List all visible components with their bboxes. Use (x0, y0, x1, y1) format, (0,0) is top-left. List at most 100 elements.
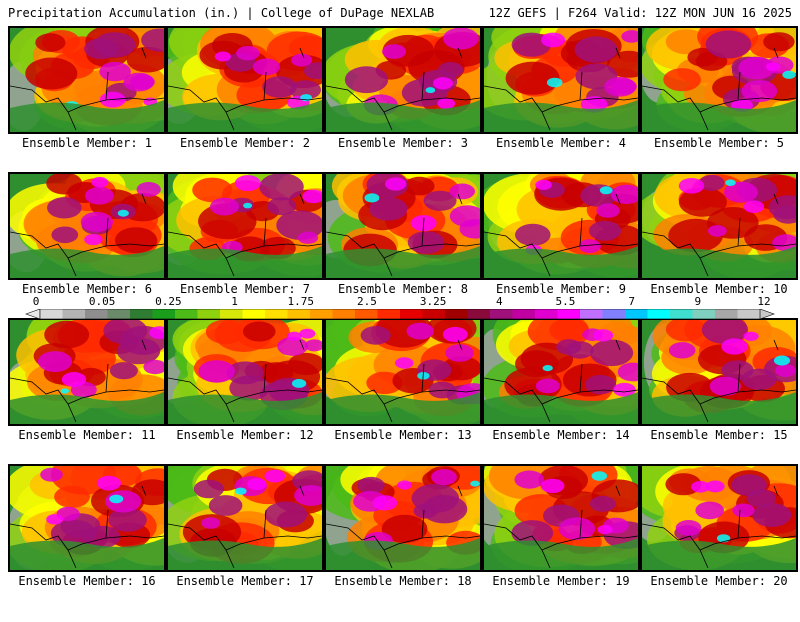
member-label-prefix: Ensemble Member: (492, 428, 616, 442)
ensemble-member-panel: Ensemble Member: 14 (482, 318, 640, 476)
colorbar-swatch (602, 309, 626, 319)
member-number: 6 (144, 282, 153, 296)
precipitation-map-graphic (168, 28, 322, 132)
colorbar-swatch (220, 309, 243, 319)
header-title: Precipitation Accumulation (in.) | Colle… (8, 6, 435, 20)
colorbar-swatch (535, 309, 558, 319)
colorbar-swatch (242, 309, 266, 319)
precipitation-map (482, 318, 640, 426)
precipitation-map-graphic (642, 320, 796, 424)
colorbar-swatch (355, 309, 378, 319)
precipitation-map (324, 26, 482, 134)
ensemble-member-panel: Ensemble Member: 9 (482, 172, 640, 330)
colorbar-swatch (310, 309, 333, 319)
member-label-prefix: Ensemble Member: (653, 136, 777, 150)
ensemble-member-label: Ensemble Member: 12 (166, 428, 324, 442)
precipitation-map-graphic (642, 174, 796, 278)
precipitation-map (8, 26, 166, 134)
member-number: 15 (773, 428, 788, 442)
precipitation-map (482, 464, 640, 572)
ensemble-member-panel: Ensemble Member: 17 (166, 464, 324, 622)
member-number: 11 (141, 428, 156, 442)
ensemble-member-label: Ensemble Member: 8 (324, 282, 482, 296)
colorbar-swatch (332, 309, 356, 319)
ensemble-member-label: Ensemble Member: 17 (166, 574, 324, 588)
precipitation-map (640, 172, 798, 280)
member-number: 14 (615, 428, 630, 442)
member-label-prefix: Ensemble Member: (21, 282, 145, 296)
colorbar-swatch (107, 309, 131, 319)
member-label-prefix: Ensemble Member: (334, 574, 458, 588)
colorbar-swatch (715, 309, 738, 319)
precipitation-map-graphic (10, 466, 164, 570)
precipitation-map-graphic (642, 466, 796, 570)
precipitation-map-graphic (168, 320, 322, 424)
ensemble-member-panel: Ensemble Member: 16 (8, 464, 166, 622)
member-number: 8 (460, 282, 469, 296)
colorbar-outline (39, 309, 761, 319)
ensemble-member-panel: Ensemble Member: 13 (324, 318, 482, 476)
colorbar-swatch (670, 309, 693, 319)
ensemble-member-label: Ensemble Member: 14 (482, 428, 640, 442)
colorbar-tick-label: 9 (694, 295, 702, 308)
ensemble-member-panel: Ensemble Member: 15 (640, 318, 798, 476)
precipitation-map-graphic (326, 28, 480, 132)
member-number: 18 (457, 574, 472, 588)
precipitation-map (640, 26, 798, 134)
ensemble-member-label: Ensemble Member: 3 (324, 136, 482, 150)
member-label-prefix: Ensemble Member: (495, 136, 619, 150)
precipitation-map-graphic (326, 174, 480, 278)
ensemble-member-label: Ensemble Member: 15 (640, 428, 798, 442)
member-label-prefix: Ensemble Member: (337, 136, 461, 150)
precipitation-map (166, 464, 324, 572)
ensemble-member-panel: Ensemble Member: 1 (8, 26, 166, 184)
colorbar-swatch (625, 309, 648, 319)
member-label-prefix: Ensemble Member: (176, 428, 300, 442)
ensemble-member-label: Ensemble Member: 13 (324, 428, 482, 442)
ensemble-member-label: Ensemble Member: 2 (166, 136, 324, 150)
precipitation-map-graphic (168, 466, 322, 570)
colorbar-tick-label: 4 (495, 295, 503, 308)
member-number: 4 (618, 136, 627, 150)
colorbar-swatch (512, 309, 536, 319)
precipitation-map-graphic (642, 28, 796, 132)
member-number: 10 (773, 282, 788, 296)
colorbar-tick-label: 5.5 (555, 295, 576, 308)
member-number: 1 (144, 136, 153, 150)
ensemble-member-panel: Ensemble Member: 7 (166, 172, 324, 330)
colorbar-tick-label: 2.5 (356, 295, 377, 308)
colorbar-swatch (737, 309, 761, 319)
colorbar-swatch (62, 309, 86, 319)
member-label-prefix: Ensemble Member: (21, 136, 145, 150)
member-label-prefix: Ensemble Member: (650, 282, 774, 296)
ensemble-member-label: Ensemble Member: 4 (482, 136, 640, 150)
colorbar-swatch (197, 309, 221, 319)
colorbar-swatch (647, 309, 671, 319)
colorbar-swatch (490, 309, 513, 319)
member-label-prefix: Ensemble Member: (179, 136, 303, 150)
precipitation-map (324, 464, 482, 572)
member-number: 13 (457, 428, 472, 442)
colorbar-swatch (400, 309, 423, 319)
member-number: 17 (299, 574, 314, 588)
member-label-prefix: Ensemble Member: (337, 282, 461, 296)
precipitation-map (640, 464, 798, 572)
member-number: 12 (299, 428, 314, 442)
precipitation-map (324, 318, 482, 426)
member-label-prefix: Ensemble Member: (650, 428, 774, 442)
member-number: 7 (302, 282, 311, 296)
member-number: 20 (773, 574, 788, 588)
precipitation-map-graphic (326, 466, 480, 570)
precipitation-map-graphic (10, 174, 164, 278)
precipitation-map (166, 318, 324, 426)
colorbar-bar (25, 309, 775, 319)
ensemble-member-label: Ensemble Member: 11 (8, 428, 166, 442)
member-number: 9 (618, 282, 627, 296)
precipitation-map (482, 172, 640, 280)
member-label-prefix: Ensemble Member: (334, 428, 458, 442)
precipitation-map-graphic (10, 320, 164, 424)
precipitation-map-graphic (168, 174, 322, 278)
precipitation-map (8, 464, 166, 572)
precipitation-map-graphic (484, 174, 638, 278)
colorbar-left-arrow (25, 309, 41, 319)
